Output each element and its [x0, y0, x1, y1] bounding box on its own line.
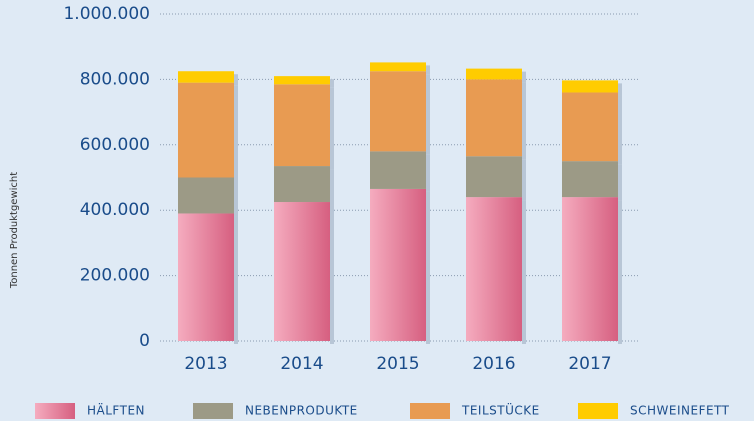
- bar-shadow: [618, 95, 622, 165]
- bar-shadow: [426, 154, 430, 192]
- bar-shadow: [234, 216, 238, 344]
- bar-shadow: [426, 74, 430, 155]
- legend-label: SCHWEINEFETT: [630, 404, 730, 418]
- y-tick-label: 0: [139, 331, 150, 351]
- y-tick-label: 800.000: [80, 69, 150, 89]
- bar-segment: [178, 213, 234, 341]
- bar-segment: [274, 76, 330, 85]
- bar-shadow: [426, 65, 430, 75]
- bar-segment: [274, 84, 330, 167]
- bar-segment: [562, 161, 618, 198]
- legend-label: TEILSTÜCKE: [461, 402, 540, 418]
- bar-shadow: [522, 159, 526, 201]
- bar-shadow: [426, 191, 430, 344]
- bar-segment: [466, 156, 522, 198]
- bar-segment: [466, 68, 522, 80]
- bar-shadow: [234, 180, 238, 217]
- y-tick-label: 600.000: [80, 135, 150, 155]
- bar-shadow: [522, 71, 526, 83]
- bar-shadow: [330, 79, 334, 88]
- bar-segment: [274, 202, 330, 341]
- legend-label: HÄLFTEN: [87, 403, 145, 418]
- bar-segment: [466, 79, 522, 157]
- x-tick-label: 2017: [568, 354, 611, 374]
- bar-segment: [370, 71, 426, 152]
- bar-segment: [178, 71, 234, 83]
- bar-shadow: [522, 82, 526, 160]
- bar-shadow: [618, 200, 622, 344]
- x-tick-label: 2013: [184, 354, 227, 374]
- bar-segment: [562, 197, 618, 341]
- x-tick-label: 2014: [280, 354, 323, 374]
- bar-shadow: [522, 200, 526, 344]
- y-tick-label: 400.000: [80, 200, 150, 220]
- bar-shadow: [618, 83, 622, 96]
- legend-swatch: [35, 403, 75, 419]
- bar-segment: [370, 151, 426, 189]
- bar-shadow: [234, 85, 238, 181]
- legend-swatch: [410, 403, 450, 419]
- bar-shadow: [330, 205, 334, 344]
- bar-shadow: [234, 74, 238, 86]
- bar-shadow: [330, 87, 334, 170]
- bar-segment: [562, 80, 618, 93]
- legend-label: NEBENPRODUKTE: [245, 404, 358, 418]
- x-tick-label: 2016: [472, 354, 515, 374]
- x-tick-label: 2015: [376, 354, 419, 374]
- bar-segment: [274, 166, 330, 203]
- y-tick-label: 200.000: [80, 266, 150, 286]
- bar-shadow: [618, 164, 622, 201]
- bar-segment: [178, 82, 234, 178]
- bar-shadow: [330, 169, 334, 206]
- bar-segment: [370, 188, 426, 341]
- bar-segment: [178, 177, 234, 214]
- bar-segment: [370, 62, 426, 72]
- y-axis-label: Tonnen Produktgewicht: [9, 172, 20, 289]
- bar-segment: [466, 197, 522, 341]
- bar-segment: [562, 92, 618, 162]
- legend-swatch: [193, 403, 233, 419]
- y-tick-label: 1.000.000: [63, 4, 150, 24]
- legend-swatch: [578, 403, 618, 419]
